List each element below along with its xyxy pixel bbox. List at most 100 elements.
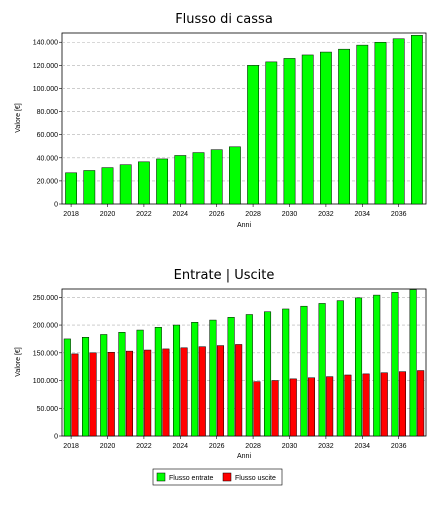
bar (172, 324, 181, 437)
bar (156, 158, 168, 205)
bar (125, 350, 134, 437)
bar (119, 164, 132, 205)
y-tick-label: 150.000 (33, 350, 58, 357)
x-tick-label: 2026 (209, 443, 225, 450)
bar (391, 292, 399, 437)
bar (229, 146, 241, 205)
bar (65, 172, 77, 205)
y-tick-label: 120.000 (33, 63, 58, 70)
bar (63, 338, 71, 437)
bar (307, 377, 316, 437)
bar (216, 345, 225, 437)
x-axis-label: Anni (237, 453, 251, 460)
bar (101, 167, 114, 205)
x-tick-label: 2024 (173, 443, 189, 450)
x-tick-label: 2034 (355, 211, 371, 218)
bar (235, 344, 243, 437)
legend-swatch-entrate (156, 472, 166, 482)
bar (263, 311, 272, 437)
bar (136, 329, 144, 437)
x-tick-label: 2030 (282, 211, 298, 218)
plot-area (61, 288, 427, 437)
x-tick-label: 2020 (100, 443, 116, 450)
bar (417, 370, 425, 437)
x-tick-label: 2032 (318, 211, 334, 218)
bar (191, 322, 199, 437)
x-tick-labels: 2018 2020 2022 2024 2026 2028 2030 2032 2034 2036 (63, 436, 407, 450)
bar (320, 51, 332, 205)
bar (338, 48, 350, 205)
bar (265, 61, 278, 205)
bar (336, 300, 344, 437)
y-tick-label: 40.000 (37, 155, 59, 162)
chart-title: Flusso di cassa (175, 12, 273, 27)
y-tick-label: 100.000 (33, 378, 58, 385)
y-axis-label: Valore [€] (15, 103, 22, 132)
bar (71, 353, 79, 437)
x-tick-label: 2032 (318, 443, 334, 450)
x-axis-label: Anni (237, 222, 251, 229)
bar (100, 334, 108, 437)
x-tick-label: 2026 (209, 211, 225, 218)
x-tick-label: 2018 (63, 443, 79, 450)
bar (174, 155, 187, 205)
x-tick-label: 2024 (173, 211, 189, 218)
bar (89, 352, 97, 437)
bar (81, 337, 90, 437)
bar (289, 378, 297, 437)
bar (247, 65, 259, 205)
legend-swatch-uscite (222, 472, 232, 482)
bar (227, 317, 235, 437)
bar (245, 314, 253, 437)
bar (144, 349, 152, 437)
bar (107, 351, 115, 437)
x-tick-label: 2034 (355, 443, 371, 450)
legend: Flusso entrate Flusso uscite (152, 468, 283, 486)
bar (283, 58, 296, 205)
bar (83, 170, 96, 205)
plot-area (61, 32, 427, 205)
bar (180, 347, 188, 437)
bar (118, 332, 126, 437)
bar (318, 303, 326, 437)
legend-box (152, 468, 283, 486)
legend-label-entrate: Flusso entrate (169, 475, 213, 482)
bar (301, 54, 314, 205)
x-tick-labels: 2018 2020 2022 2024 2026 2028 2030 2032 2034 2036 (63, 204, 407, 218)
x-tick-label: 2028 (245, 443, 261, 450)
bar (210, 149, 223, 205)
bar (271, 380, 279, 437)
bar (138, 161, 150, 205)
y-tick-label: 20.000 (37, 178, 59, 185)
bar (198, 346, 206, 437)
chart-cashflow: Flusso di cassa 0 20.000 40.000 60.000 80.00… (15, 12, 427, 229)
y-tick-labels: 0 20.000 40.000 60.000 80.000 100.000 120.000 1… (33, 40, 62, 209)
bar (398, 371, 407, 437)
chart-income-expense: Entrate | Uscite 0 50.000 100.000 150.000 20… (15, 268, 427, 486)
x-tick-label: 2030 (282, 443, 298, 450)
y-tick-label: 200.000 (33, 323, 58, 330)
x-tick-label: 2036 (391, 443, 407, 450)
x-tick-label: 2020 (100, 211, 116, 218)
bar (192, 152, 205, 205)
bar (209, 319, 217, 437)
y-tick-label: 50.000 (37, 406, 59, 413)
chart-title: Entrate | Uscite (174, 268, 275, 283)
y-tick-label: 0 (54, 434, 58, 441)
y-tick-label: 140.000 (33, 40, 58, 47)
legend-label-uscite: Flusso uscite (235, 475, 276, 482)
gridlines (62, 41, 426, 182)
x-tick-label: 2022 (136, 443, 152, 450)
y-tick-label: 80.000 (37, 109, 59, 116)
y-axis-label: Valore [€] (15, 347, 22, 376)
bar (326, 376, 334, 437)
bar (374, 41, 387, 205)
bar (154, 327, 162, 437)
y-tick-label: 250.000 (33, 295, 58, 302)
bar (380, 372, 388, 437)
bar (409, 289, 417, 437)
x-tick-label: 2028 (245, 211, 261, 218)
y-tick-labels: 0 50.000 100.000 150.000 200.000 250.000 (33, 295, 62, 441)
bar (373, 294, 381, 437)
